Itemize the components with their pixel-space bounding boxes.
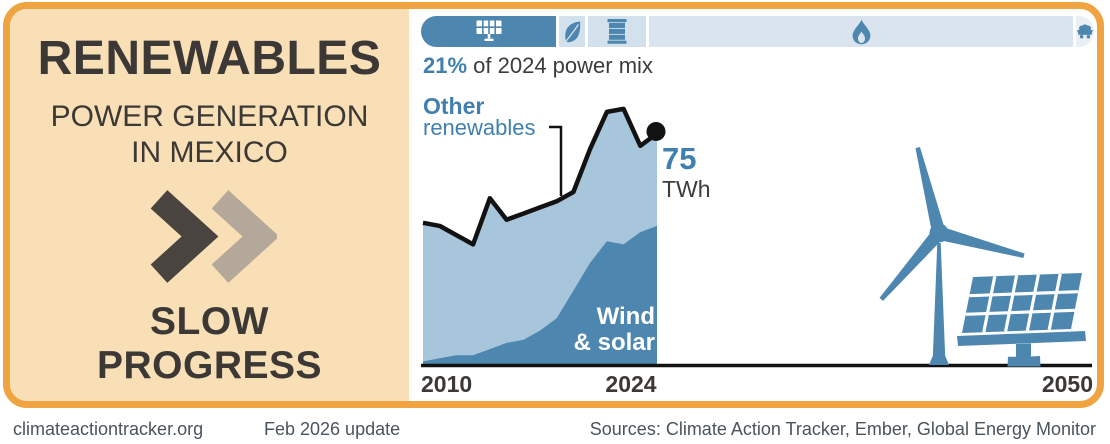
subtitle-line-2: IN MEXICO bbox=[131, 136, 288, 169]
power-mix-share-value: 21% bbox=[423, 53, 468, 78]
verdict-line-2: PROGRESS bbox=[96, 344, 323, 387]
rating-verdict: SLOW PROGRESS bbox=[10, 300, 409, 388]
solar-panel-icon bbox=[476, 20, 501, 41]
other-renewables-label-line1: Other bbox=[423, 93, 485, 119]
power-mix-bar bbox=[421, 16, 1094, 47]
mix-segment-gas bbox=[649, 16, 1073, 47]
end-value-unit: TWh bbox=[662, 176, 711, 202]
x-tick-2050: 2050 bbox=[1041, 371, 1093, 397]
wind-solar-label: Wind & solar bbox=[500, 304, 655, 356]
sources-credit: Sources: Climate Action Tracker, Ember, … bbox=[589, 419, 1096, 439]
other-renewables-label: Other renewables bbox=[423, 95, 536, 139]
x-tick-2010: 2010 bbox=[421, 371, 473, 397]
gas-flame-icon bbox=[852, 19, 870, 44]
mix-segment-renewables bbox=[421, 16, 556, 47]
double-chevron-icon bbox=[150, 190, 280, 283]
power-mix-caption: 21% of 2024 power mix bbox=[423, 53, 653, 79]
update-date: Feb 2026 update bbox=[264, 419, 401, 439]
headline-subtitle: POWER GENERATION IN MEXICO bbox=[10, 99, 409, 171]
headline-title: RENEWABLES bbox=[37, 32, 382, 85]
coal-cart-icon bbox=[1077, 24, 1093, 39]
wind-solar-label-line2: & solar bbox=[573, 329, 655, 356]
mix-segment-bioenergy bbox=[559, 16, 585, 47]
mix-segment-coal bbox=[1076, 16, 1094, 47]
leaf-icon bbox=[564, 21, 580, 43]
verdict-line-1: SLOW bbox=[150, 300, 269, 343]
rating-chevrons bbox=[10, 186, 409, 292]
site-url: climateactiontracker.org bbox=[13, 419, 204, 439]
power-mix-caption-text: of 2024 power mix bbox=[473, 53, 653, 78]
oil-barrel-icon bbox=[607, 19, 627, 44]
x-tick-2024: 2024 bbox=[605, 371, 657, 397]
subtitle-line-1: POWER GENERATION bbox=[50, 100, 369, 133]
end-value-label: 75 bbox=[662, 141, 697, 176]
other-renewables-label-line2: renewables bbox=[423, 115, 536, 140]
wind-solar-label-line1: Wind bbox=[596, 303, 655, 330]
left-panel bbox=[10, 9, 409, 401]
mix-segment-oil bbox=[588, 16, 646, 47]
